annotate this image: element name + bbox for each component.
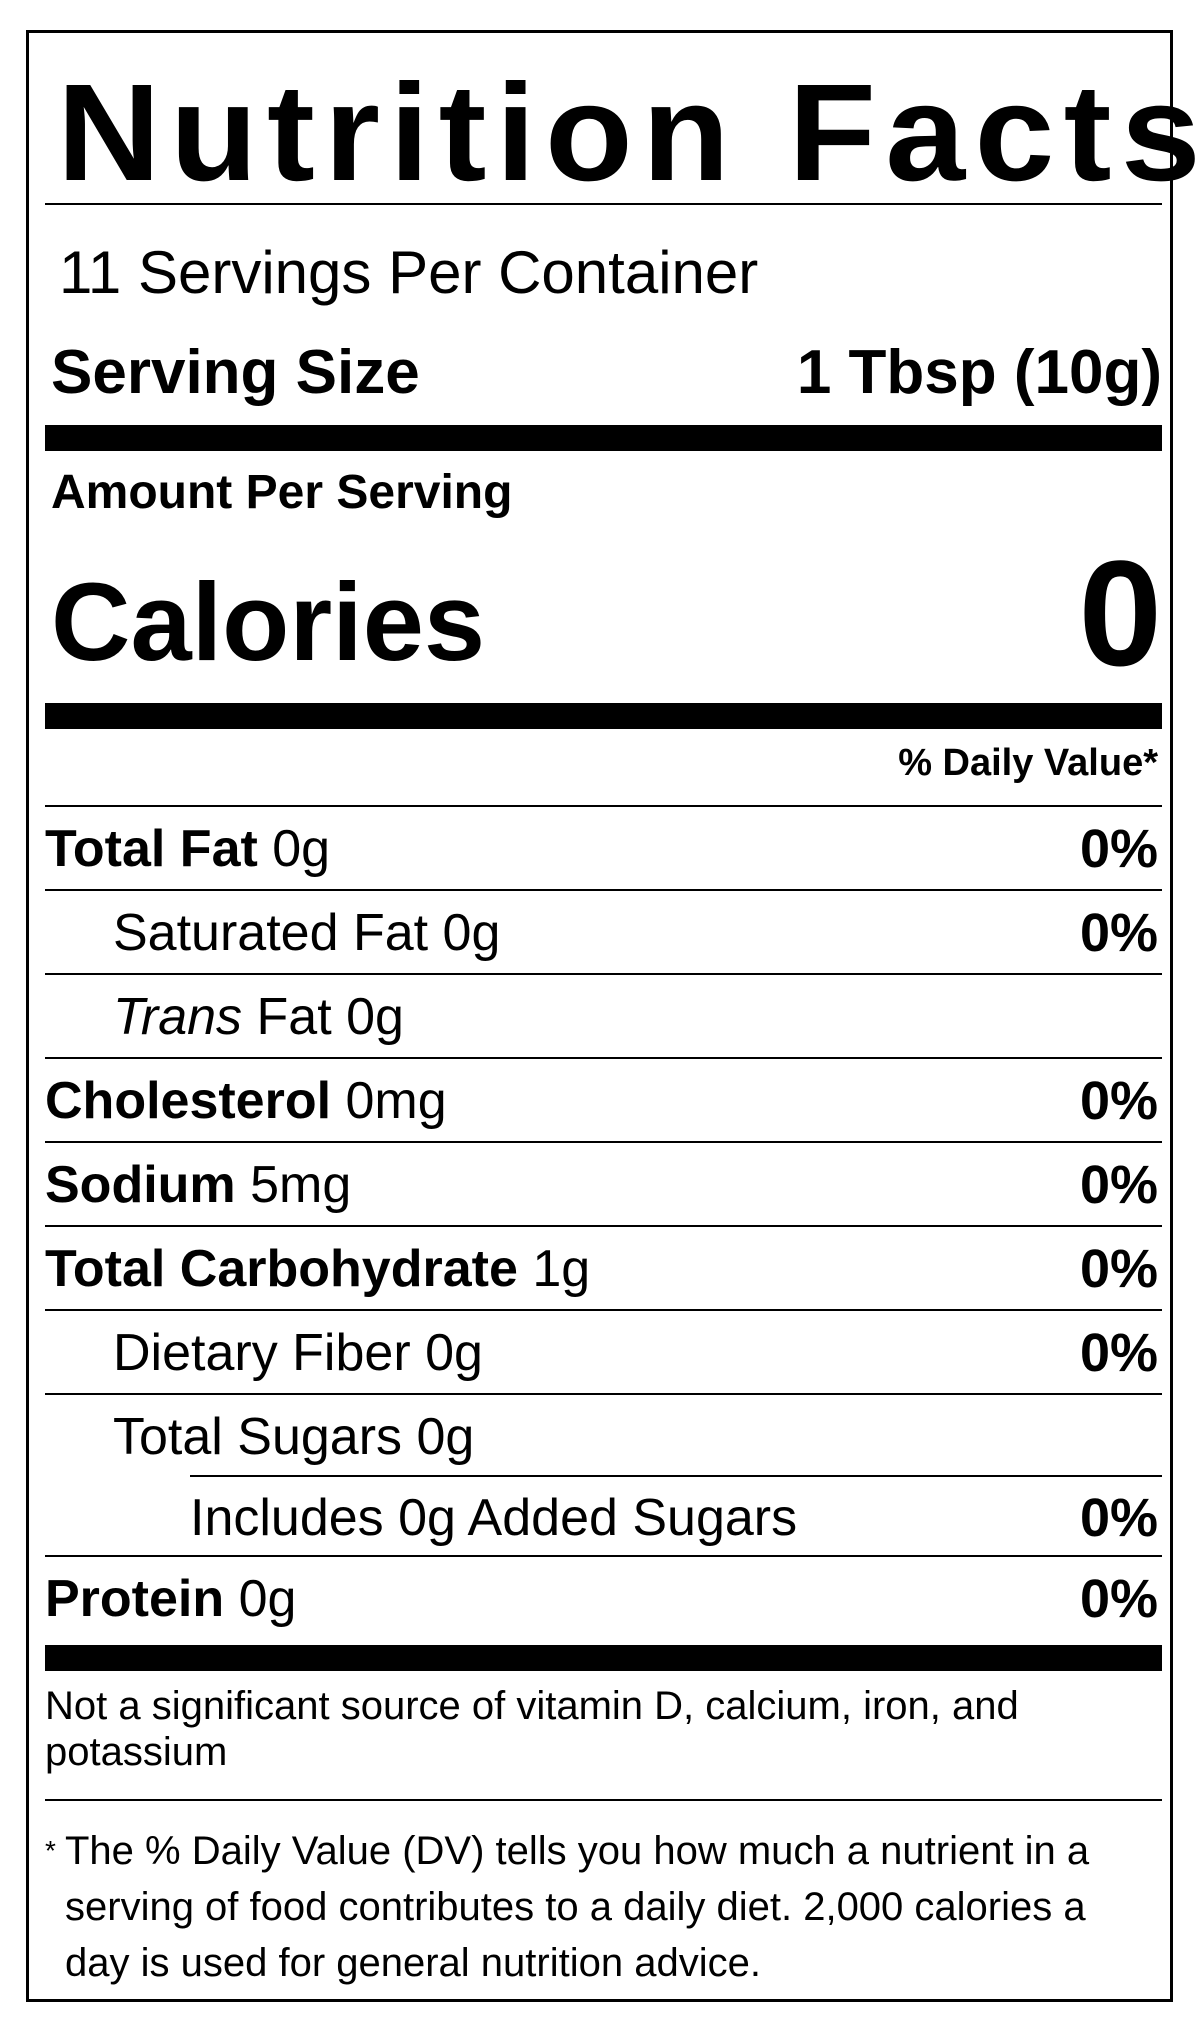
nutrient-name: Total Sugars — [113, 1408, 403, 1466]
footnote-marker: * — [45, 1835, 56, 1866]
label-title: Nutrition Facts — [57, 56, 1200, 210]
nutrient-row-protein: Protein 0g 0% — [45, 1558, 1162, 1640]
divider — [45, 973, 1162, 975]
nutrient-amount: 1g — [532, 1240, 591, 1298]
nutrient-amount: 0g — [346, 988, 404, 1046]
calories-value: 0 — [1078, 529, 1162, 697]
nutrient-name: Total Fat — [45, 820, 258, 878]
amount-per-serving: Amount Per Serving — [51, 466, 513, 519]
nutrient-name-italic: Trans — [113, 988, 243, 1046]
divider — [45, 889, 1162, 891]
nutrient-amount: 5mg — [250, 1156, 352, 1214]
thick-divider — [45, 703, 1162, 729]
nutrient-name: Protein — [45, 1570, 225, 1628]
nutrient-name: Fat — [256, 988, 332, 1046]
nutrient-amount: 0g — [272, 820, 331, 878]
nutrient-daily-value: 0% — [1079, 1155, 1158, 1215]
nutrient-row-dietary-fiber: Dietary Fiber 0g 0% — [45, 1312, 1162, 1394]
divider — [45, 1555, 1162, 1557]
nutrient-amount: 0g — [425, 1324, 483, 1382]
divider — [45, 203, 1162, 205]
nutrient-daily-value: 0% — [1079, 1323, 1158, 1383]
nutrient-row-cholesterol: Cholesterol 0mg 0% — [45, 1060, 1162, 1142]
nutrient-label: Total Fat 0g — [45, 808, 330, 890]
nutrient-label: Protein 0g — [45, 1558, 296, 1640]
label-content: Nutrition Facts 11 Servings Per Containe… — [45, 33, 1200, 1999]
divider — [45, 1799, 1162, 1801]
nutrient-label: Total Carbohydrate 1g — [45, 1228, 590, 1310]
nutrient-label: Total Sugars 0g — [113, 1396, 474, 1478]
nutrient-row-added-sugars: Includes 0g Added Sugars 0% — [45, 1477, 1162, 1559]
divider — [45, 805, 1162, 807]
not-significant-note: Not a significant source of vitamin D, c… — [45, 1684, 1019, 1774]
servings-per-container: 11 Servings Per Container — [59, 239, 759, 306]
nutrient-name: Cholesterol — [45, 1072, 332, 1130]
nutrient-row-sodium: Sodium 5mg 0% — [45, 1144, 1162, 1226]
nutrient-amount: 0g — [238, 1570, 297, 1628]
nutrient-amount: 0g — [416, 1408, 475, 1466]
nutrient-name: Total Carbohydrate — [45, 1240, 518, 1298]
serving-size-value: 1 Tbsp (10g) — [796, 338, 1162, 407]
divider — [190, 1475, 1162, 1477]
nutrient-name: Saturated Fat — [113, 904, 429, 962]
nutrient-amount: 0mg — [345, 1072, 447, 1130]
calories-row: Calories 0 — [51, 538, 1162, 688]
nutrient-row-trans-fat: Trans Fat 0g — [45, 976, 1162, 1058]
divider — [45, 1141, 1162, 1143]
thick-divider — [45, 425, 1162, 451]
divider — [45, 1225, 1162, 1227]
nutrient-name: Includes 0g Added Sugars — [190, 1489, 798, 1547]
nutrient-daily-value: 0% — [1079, 819, 1158, 879]
nutrient-label: Saturated Fat 0g — [113, 892, 500, 974]
nutrient-row-total-sugars: Total Sugars 0g — [45, 1396, 1162, 1478]
calories-label: Calories — [51, 561, 486, 684]
serving-size-row: Serving Size 1 Tbsp (10g) — [51, 333, 1162, 413]
footnote-text: The % Daily Value (DV) tells you how muc… — [65, 1829, 1090, 1985]
serving-size-label: Serving Size — [51, 338, 420, 407]
nutrient-label: Sodium 5mg — [45, 1144, 351, 1226]
nutrient-row-total-carbohydrate: Total Carbohydrate 1g 0% — [45, 1228, 1162, 1310]
nutrition-facts-label: Nutrition Facts 11 Servings Per Containe… — [26, 30, 1200, 2002]
thick-divider — [45, 1645, 1162, 1671]
nutrient-label: Cholesterol 0mg — [45, 1060, 447, 1142]
divider — [45, 1393, 1162, 1395]
nutrient-row-total-fat: Total Fat 0g 0% — [45, 808, 1162, 890]
nutrient-daily-value: 0% — [1079, 1239, 1158, 1299]
divider — [45, 1057, 1162, 1059]
nutrient-name: Dietary Fiber — [113, 1324, 411, 1382]
nutrient-amount: 0g — [442, 904, 501, 962]
nutrient-daily-value: 0% — [1079, 1071, 1158, 1131]
nutrient-daily-value: 0% — [1079, 1569, 1158, 1629]
nutrient-label: Dietary Fiber 0g — [113, 1312, 483, 1394]
nutrient-daily-value: 0% — [1079, 1488, 1158, 1548]
nutrient-row-saturated-fat: Saturated Fat 0g 0% — [45, 892, 1162, 974]
divider — [45, 1309, 1162, 1311]
nutrient-label: Trans Fat 0g — [113, 976, 404, 1058]
nutrient-daily-value: 0% — [1079, 903, 1158, 963]
nutrient-name: Sodium — [45, 1156, 236, 1214]
daily-value-header: % Daily Value* — [898, 742, 1158, 784]
